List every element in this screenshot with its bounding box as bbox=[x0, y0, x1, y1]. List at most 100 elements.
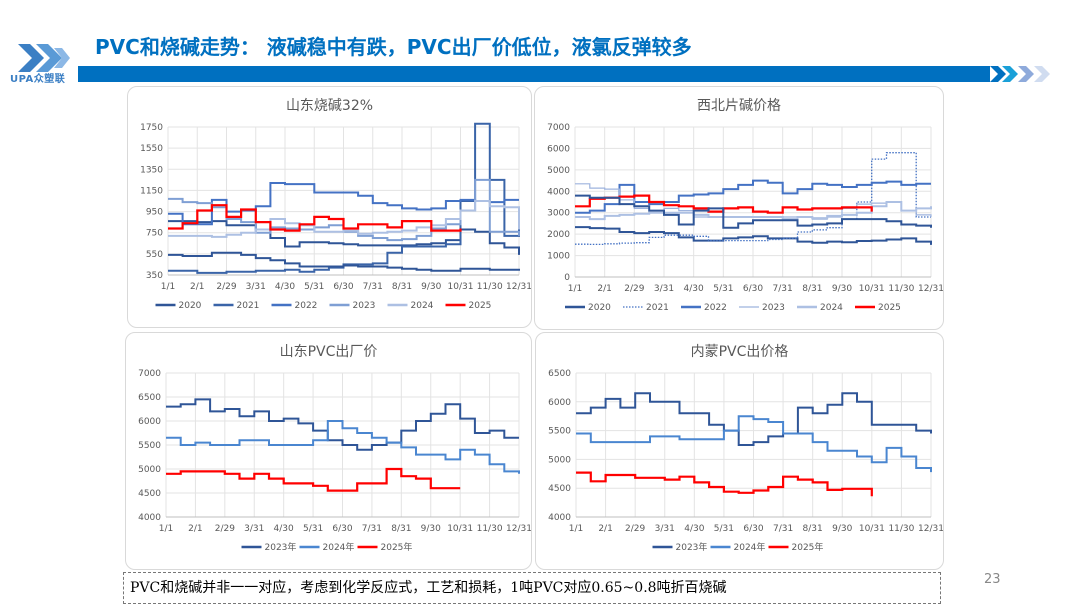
y-tick-label: 6000 bbox=[138, 417, 161, 427]
y-tick-label: 4500 bbox=[138, 489, 161, 499]
series-line-2020 bbox=[168, 220, 520, 255]
x-tick-label: 12/31 bbox=[506, 282, 531, 292]
y-tick-label: 5000 bbox=[548, 455, 571, 465]
logo-text: UPA众塑联 bbox=[10, 74, 66, 85]
x-tick-label: 5/31 bbox=[303, 524, 323, 534]
x-tick-label: 8/31 bbox=[392, 282, 412, 292]
legend-label: 2022 bbox=[295, 301, 318, 311]
y-tick-label: 3000 bbox=[547, 209, 570, 219]
y-tick-label: 4000 bbox=[548, 513, 571, 523]
legend-label: 2023 bbox=[353, 301, 376, 311]
x-tick-label: 7/31 bbox=[363, 282, 383, 292]
y-tick-label: 350 bbox=[146, 271, 163, 281]
legend-label: 2020 bbox=[588, 303, 611, 313]
x-tick-label: 5/31 bbox=[304, 282, 324, 292]
x-tick-label: 6/30 bbox=[333, 282, 353, 292]
chart-svg: 0 1000 2000 3000 4000 5000 6000 7000 1/1 2/1 2/29 3… bbox=[547, 123, 943, 313]
legend-label: 2022 bbox=[704, 303, 727, 313]
legend-label: 2025年 bbox=[381, 541, 413, 553]
legend-label: 2024年 bbox=[323, 541, 355, 553]
y-tick-label: 6000 bbox=[548, 398, 571, 408]
x-tick-label: 10/31 bbox=[447, 524, 473, 534]
series-line-unlabeled bbox=[168, 251, 520, 272]
y-tick-label: 750 bbox=[146, 229, 163, 239]
legend-label: 2021 bbox=[237, 301, 260, 311]
legend-label: 2023 bbox=[762, 303, 785, 313]
x-tick-label: 2/1 bbox=[190, 282, 204, 292]
x-tick-label: 1/1 bbox=[159, 524, 173, 534]
x-tick-label: 2/29 bbox=[624, 284, 644, 294]
x-tick-label: 6/30 bbox=[332, 524, 352, 534]
y-tick-label: 0 bbox=[564, 273, 570, 283]
y-tick-label: 6500 bbox=[548, 369, 571, 379]
x-tick-label: 9/30 bbox=[421, 282, 441, 292]
chart-northwest-flake-caustic: 西北片碱价格 0 1000 2000 3000 4000 5000 6000 7000 1/1 2… bbox=[534, 86, 944, 330]
chart-svg: 4000 4500 5000 5500 6000 6500 7000 1/1 2/1 2/29 3/… bbox=[138, 369, 531, 553]
x-tick-label: 5/31 bbox=[714, 524, 734, 534]
y-tick-label: 5500 bbox=[548, 427, 571, 437]
x-tick-label: 4/30 bbox=[684, 284, 704, 294]
x-tick-label: 10/31 bbox=[448, 282, 474, 292]
x-tick-label: 2/29 bbox=[625, 524, 645, 534]
legend-label: 2020 bbox=[179, 301, 202, 311]
x-tick-label: 11/30 bbox=[888, 524, 914, 534]
x-tick-label: 7/31 bbox=[362, 524, 382, 534]
y-tick-label: 4500 bbox=[548, 484, 571, 494]
x-tick-label: 12/31 bbox=[918, 524, 943, 534]
series-line-2025年 bbox=[166, 467, 461, 492]
x-tick-label: 8/31 bbox=[803, 524, 823, 534]
x-tick-label: 1/1 bbox=[569, 524, 583, 534]
legend-label: 2024年 bbox=[734, 541, 766, 553]
chart-shandong-pvc: 山东PVC出厂价 4000 4500 5000 5500 6000 6500 7000 1/1… bbox=[125, 332, 532, 570]
x-tick-label: 11/30 bbox=[477, 282, 503, 292]
x-tick-label: 7/31 bbox=[773, 524, 793, 534]
header-bar bbox=[78, 66, 990, 82]
chart-title: 山东PVC出厂价 bbox=[279, 344, 378, 360]
y-tick-label: 950 bbox=[146, 208, 163, 218]
y-tick-label: 1750 bbox=[140, 123, 163, 133]
x-tick-label: 9/30 bbox=[832, 284, 852, 294]
x-tick-label: 7/31 bbox=[773, 284, 793, 294]
x-tick-label: 2/1 bbox=[597, 284, 611, 294]
x-tick-label: 8/31 bbox=[802, 284, 822, 294]
chart-neimeng-pvc: 内蒙PVC出价格 4000 4500 5000 5500 6000 6500 1/1 2/1 2… bbox=[535, 332, 944, 570]
chart-title: 西北片碱价格 bbox=[697, 98, 781, 114]
y-tick-label: 7000 bbox=[547, 123, 570, 133]
x-tick-label: 6/30 bbox=[743, 524, 763, 534]
y-tick-label: 7000 bbox=[138, 369, 161, 379]
y-tick-label: 4000 bbox=[138, 513, 161, 523]
x-tick-label: 2/29 bbox=[216, 282, 236, 292]
legend-label: 2024 bbox=[820, 303, 843, 313]
x-tick-label: 10/31 bbox=[859, 284, 885, 294]
y-tick-label: 1550 bbox=[140, 144, 163, 154]
y-tick-label: 1000 bbox=[547, 252, 570, 262]
x-tick-label: 1/1 bbox=[568, 284, 582, 294]
series-line-2020 bbox=[575, 226, 932, 245]
series-line-2024年 bbox=[576, 415, 932, 473]
x-tick-label: 12/31 bbox=[918, 284, 943, 294]
x-tick-label: 3/31 bbox=[244, 524, 264, 534]
x-tick-label: 4/30 bbox=[275, 282, 295, 292]
y-tick-label: 5000 bbox=[547, 166, 570, 176]
x-tick-label: 3/31 bbox=[654, 284, 674, 294]
series-line-2022 bbox=[168, 182, 519, 226]
y-tick-label: 1350 bbox=[140, 165, 163, 175]
x-tick-label: 1/1 bbox=[161, 282, 175, 292]
legend-label: 2023年 bbox=[676, 541, 708, 553]
chart-title: 山东烧碱32% bbox=[285, 98, 374, 114]
chart-svg: 350 550 750 950 1150 1350 1550 1750 1/1 2/1 2/29 3/… bbox=[140, 122, 531, 311]
y-tick-label: 6500 bbox=[138, 393, 161, 403]
x-tick-label: 9/30 bbox=[421, 524, 441, 534]
series-line-2021 bbox=[575, 152, 931, 246]
y-tick-label: 4000 bbox=[547, 187, 570, 197]
chart-shandong-caustic: 山东烧碱32% 350 550 750 950 1150 1350 1550 1750 1/1 2… bbox=[127, 86, 532, 328]
series-line-unlabeled bbox=[575, 194, 932, 229]
x-tick-label: 2/1 bbox=[188, 524, 202, 534]
x-tick-label: 8/31 bbox=[391, 524, 411, 534]
upa-logo bbox=[18, 44, 70, 72]
x-tick-label: 11/30 bbox=[888, 284, 914, 294]
legend-label: 2025 bbox=[469, 301, 492, 311]
x-tick-label: 2/29 bbox=[215, 524, 235, 534]
y-tick-label: 1150 bbox=[140, 186, 163, 196]
legend-label: 2025年 bbox=[792, 541, 824, 553]
